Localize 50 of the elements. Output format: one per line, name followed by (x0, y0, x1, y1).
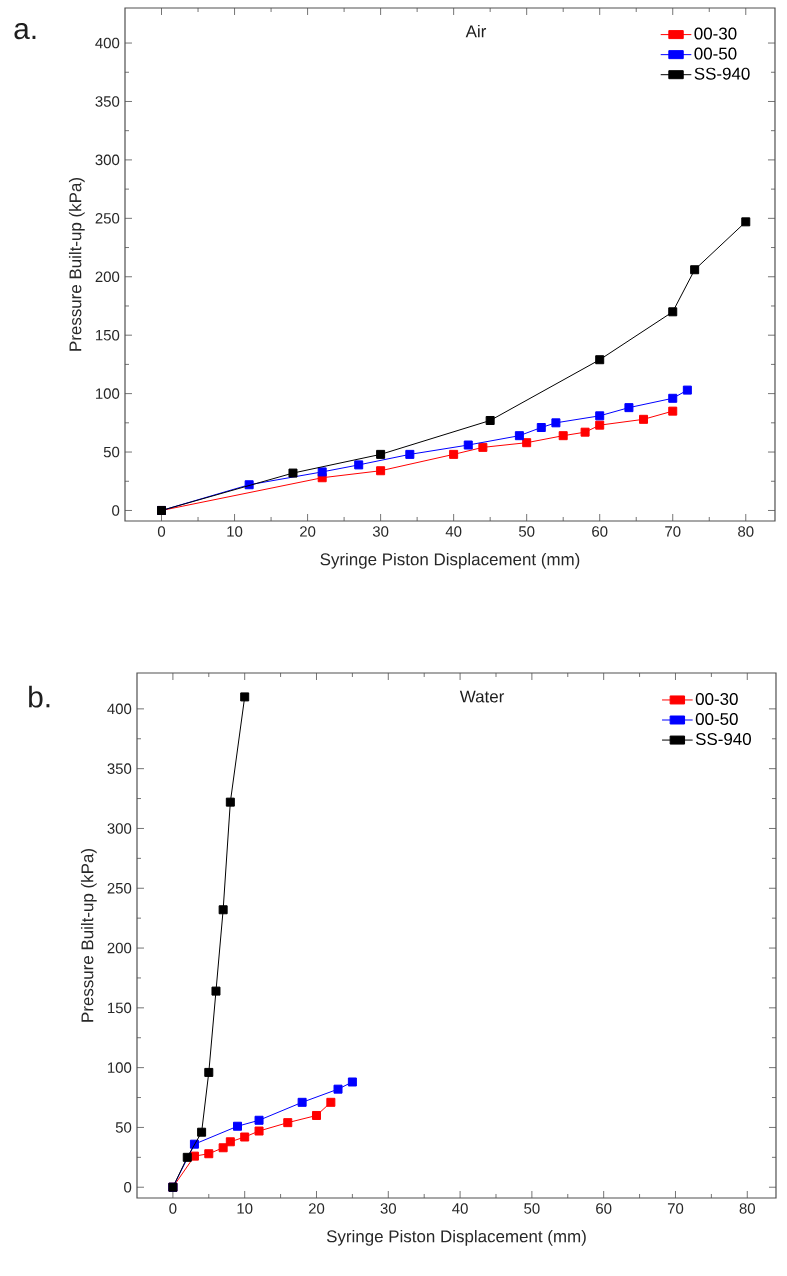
y-tick-label: 300 (107, 823, 132, 834)
y-tick-label: 50 (103, 446, 120, 458)
x-tick-label: 50 (518, 526, 535, 537)
x-tick-label: 70 (667, 1203, 684, 1214)
x-tick-label: 0 (169, 1203, 177, 1214)
y-tick-label: 200 (107, 942, 132, 954)
annotation: Air (465, 24, 487, 38)
x-tick-label: 0 (157, 526, 166, 537)
x-tick-label: 20 (300, 526, 316, 537)
legend-label: 00-30 (695, 692, 738, 705)
x-tick-label: 30 (372, 526, 389, 537)
y-axis-title: Pressure Built-up (kPa) (80, 849, 97, 1022)
x-tick-label: 10 (237, 1203, 253, 1214)
y-tick-label: 100 (96, 388, 120, 399)
annotation: Water (459, 690, 505, 703)
x-tick-label: 80 (739, 1203, 755, 1214)
y-tick-label: 150 (108, 1002, 132, 1014)
y-tick-label: 100 (108, 1062, 132, 1073)
x-tick-label: 40 (452, 1203, 468, 1214)
x-tick-label: 20 (308, 1203, 325, 1214)
text: b. (29, 685, 50, 708)
x-tick-label: 50 (524, 1203, 540, 1214)
y-tick-label: 400 (95, 37, 120, 49)
legend-label: SS-940 (694, 67, 750, 80)
x-axis-title: Syringe Piston Displacement (mm) (320, 552, 580, 569)
x-tick-label: 10 (227, 526, 243, 537)
y-tick-label: 350 (95, 96, 120, 107)
legend-label: SS-940 (695, 733, 751, 746)
legend-label: 00-50 (695, 712, 738, 725)
x-tick-label: 60 (596, 1203, 612, 1214)
y-tick-label: 250 (95, 213, 120, 224)
x-axis-title: Syringe Piston Displacement (mm) (326, 1229, 586, 1246)
y-tick-label: 200 (95, 271, 120, 283)
y-tick-label: 350 (107, 763, 132, 774)
x-tick-label: 40 (445, 526, 462, 537)
y-tick-label: 0 (124, 1181, 132, 1193)
x-tick-label: 60 (592, 526, 608, 537)
y-tick-label: 0 (112, 505, 120, 516)
y-tick-label: 250 (107, 882, 132, 894)
y-tick-label: 50 (115, 1122, 132, 1133)
x-tick-label: 70 (665, 526, 681, 537)
y-axis-title: Pressure Built-up (kPa) (68, 178, 85, 351)
x-tick-label: 80 (738, 526, 754, 537)
y-tick-label: 400 (107, 703, 132, 715)
y-tick-label: 300 (95, 154, 120, 166)
legend-label: 00-50 (694, 47, 737, 60)
x-tick-label: 30 (380, 1203, 396, 1214)
text: a. (14, 22, 36, 40)
y-tick-label: 150 (96, 329, 120, 341)
legend-label: 00-30 (694, 27, 737, 40)
